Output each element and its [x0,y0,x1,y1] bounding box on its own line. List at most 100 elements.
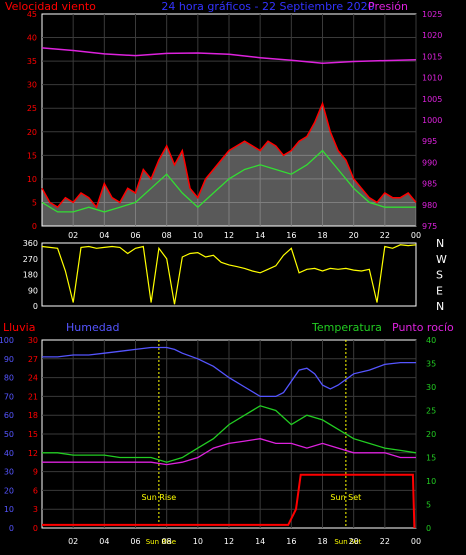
pressure-tick-label: 1025 [422,10,442,19]
x-tick-label: 14 [255,231,265,240]
rain-tick-label: 27 [28,355,38,364]
x-tick-label: 04 [99,537,109,546]
wind-speed-tick-label: 25 [27,104,37,113]
humidity-tick-label: 20 [4,486,14,495]
rain-tick-label: 15 [28,430,38,439]
wind-speed-axis-label: Velocidad viento [5,0,96,13]
rain-tick-label: 12 [28,449,38,458]
x-tick-label: 12 [224,537,234,546]
temperature-tick-label: 5 [426,501,431,510]
x-tick-label: 00 [411,231,421,240]
x-tick-label: 08 [162,537,172,546]
temperature-tick-label: 40 [426,336,436,345]
x-tick-label: 04 [99,231,109,240]
direction-tick-label: 360 [23,239,38,248]
wind-speed-tick-label: 35 [27,57,37,66]
direction-tick-label: 90 [28,286,38,295]
pressure-tick-label: 975 [422,222,437,231]
wind-speed-tick-label: 5 [32,198,37,207]
humidity-tick-label: 80 [4,374,14,383]
sun-marker-label: Sun Rise [142,493,177,502]
rain-tick-label: 9 [33,468,38,477]
wind-speed-line [41,101,417,209]
wind-direction-plot-frame [41,242,417,307]
humidity-tick-label: 30 [4,468,14,477]
temperature-tick-label: 30 [426,383,436,392]
pressure-tick-label: 1015 [422,52,442,61]
direction-tick-label: 0 [33,302,38,311]
wind-speed-tick-label: 0 [32,222,37,231]
x-tick-label: 12 [224,231,234,240]
wind-gust-area [42,103,416,226]
x-tick-label: 06 [130,537,140,546]
wind-speed-tick-label: 10 [27,175,37,184]
x-tick-label: 00 [411,537,421,546]
humidity-tick-label: 10 [4,505,14,514]
pressure-tick-label: 1020 [422,31,442,40]
rain-tick-label: 21 [28,392,38,401]
sun-markers: Sun Rise Sun Rise Sun Set Sun Set [142,340,362,546]
rain-tick-label: 30 [28,336,38,345]
sun-marker-label: Sun Set [330,493,361,502]
temperature-line [42,405,417,463]
temperature-tick-label: 35 [426,360,436,369]
temperature-axis-label: Temperatura [311,321,382,334]
rain-tick-label: 18 [28,411,38,420]
dewpoint-axis-label: Punto rocío [392,321,454,334]
x-tick-label: 16 [286,231,296,240]
humidity-tick-label: 60 [4,411,14,420]
temperature-tick-label: 10 [426,477,436,486]
wind-average-line [41,149,416,213]
x-tick-label: 02 [68,231,78,240]
temp-humidity-ticks: 0102030405060708090100036912151821242730… [0,336,436,546]
pressure-tick-label: 990 [422,158,437,167]
temperature-tick-label: 15 [426,454,436,463]
temperature-tick-label: 20 [426,430,436,439]
wind-pressure-lines [41,47,417,213]
rain-tick-label: 3 [33,505,38,514]
temperature-tick-label: 0 [426,524,431,533]
rain-tick-label: 0 [33,524,38,533]
pressure-line [41,47,417,64]
pressure-tick-label: 985 [422,180,437,189]
humidity-tick-label: 0 [9,524,14,533]
x-tick-label: 16 [286,537,296,546]
humidity-tick-label: 70 [4,392,14,401]
x-tick-label: 14 [255,537,265,546]
compass-label: N [436,300,444,313]
wind-speed-tick-label: 20 [27,128,37,137]
compass-label: W [436,253,447,266]
compass-label: N [436,237,444,250]
dewpoint-line [42,438,416,466]
humidity-tick-label: 50 [4,430,14,439]
pressure-tick-label: 1000 [422,116,442,125]
compass-label: S [436,269,443,282]
x-tick-label: 08 [162,231,172,240]
wind-gust-fill [42,103,416,226]
temperature-tick-label: 25 [426,407,436,416]
sun-marker-axis-label: Sun Set [334,538,361,546]
compass-label: E [436,284,443,297]
rain-axis-label: Lluvia [3,321,35,334]
rain-line [42,473,416,529]
x-tick-label: 18 [317,231,327,240]
wind-speed-tick-label: 30 [27,81,37,90]
temp-humidity-grid [42,340,417,528]
wind-direction-line [41,244,417,305]
humidity-tick-label: 90 [4,355,14,364]
rain-tick-label: 6 [33,486,38,495]
wind-direction-line [41,244,417,305]
direction-tick-label: 270 [23,255,38,264]
x-tick-label: 20 [349,537,359,546]
wind-speed-tick-label: 40 [27,34,37,43]
wind-pressure-panel: 0510152025303540459759809859909951000100… [27,10,443,240]
wind-speed-tick-label: 15 [27,151,37,160]
pressure-tick-label: 1005 [422,95,442,104]
x-tick-label: 18 [317,537,327,546]
x-tick-label: 02 [68,537,78,546]
x-tick-label: 10 [193,537,203,546]
